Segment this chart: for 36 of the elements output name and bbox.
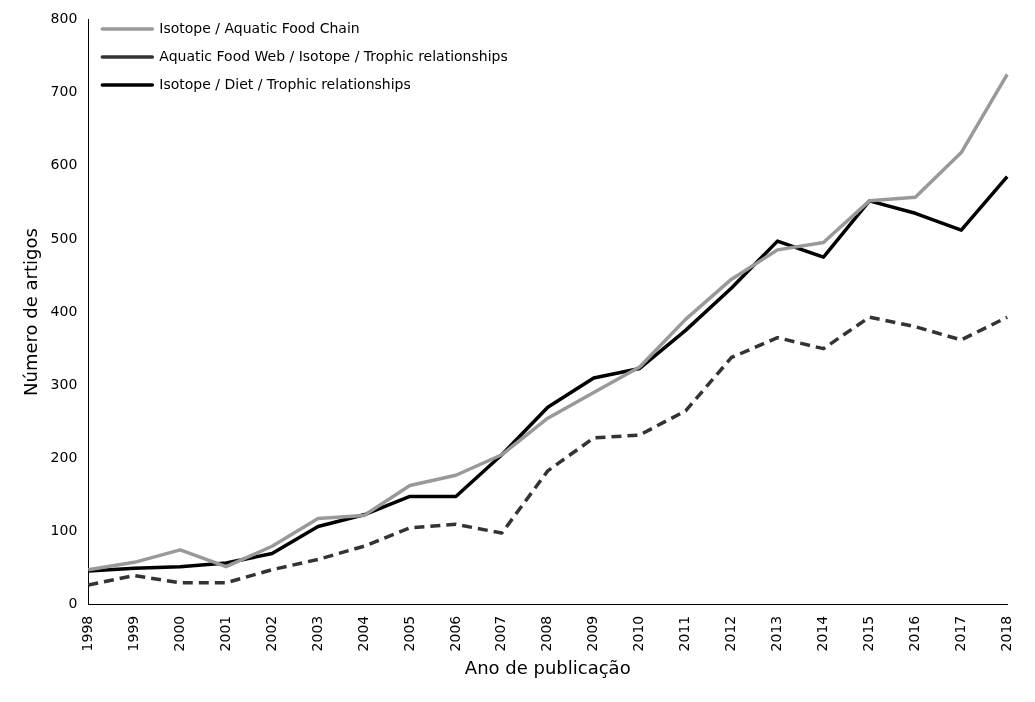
x-tick-label: 2008 [538, 615, 555, 652]
y-tick-label: 600 [50, 156, 78, 173]
x-tick-label: 2016 [905, 615, 922, 652]
y-axis-title: Número de artigos [20, 228, 42, 396]
y-tick-label: 500 [50, 229, 78, 246]
x-tick-label: 2013 [768, 615, 785, 652]
y-tick-label: 400 [50, 302, 78, 319]
x-tick-label: 2017 [951, 615, 968, 652]
x-tick-label: 2014 [814, 615, 831, 652]
x-tick-label: 1998 [78, 615, 95, 652]
y-tick-label: 300 [50, 375, 78, 392]
x-tick-label: 2004 [354, 615, 371, 652]
legend-label: Isotope / Diet / Trophic relationships [159, 75, 411, 92]
x-tick-label: 2001 [216, 615, 233, 652]
x-tick-label: 2011 [676, 615, 693, 652]
x-tick-label: 2005 [400, 615, 417, 652]
x-tick-label: 2010 [630, 615, 647, 652]
x-tick-label: 2012 [722, 615, 739, 652]
legend-label: Isotope / Aquatic Food Chain [159, 19, 360, 36]
x-axis-title: Ano de publicação [464, 656, 631, 678]
line-series [86, 315, 1009, 587]
x-tick-label: 1999 [124, 615, 141, 652]
y-tick-label: 200 [50, 449, 78, 466]
x-tick-label: 2018 [997, 615, 1014, 652]
legend-label: Aquatic Food Web / Isotope / Trophic relationships [159, 47, 508, 64]
x-tick-label: 2000 [170, 615, 187, 652]
x-tick-label: 2002 [262, 615, 279, 652]
x-tick-label: 2015 [860, 615, 877, 652]
y-tick-label: 800 [50, 10, 78, 27]
x-tick-label: 2006 [446, 615, 463, 652]
x-tick-label: 2009 [584, 615, 601, 652]
x-tick-label: 2003 [308, 615, 325, 652]
y-tick-label: 0 [68, 595, 78, 612]
y-tick-label: 100 [50, 522, 78, 539]
y-tick-label: 700 [50, 83, 78, 100]
x-tick-label: 2007 [492, 615, 509, 652]
